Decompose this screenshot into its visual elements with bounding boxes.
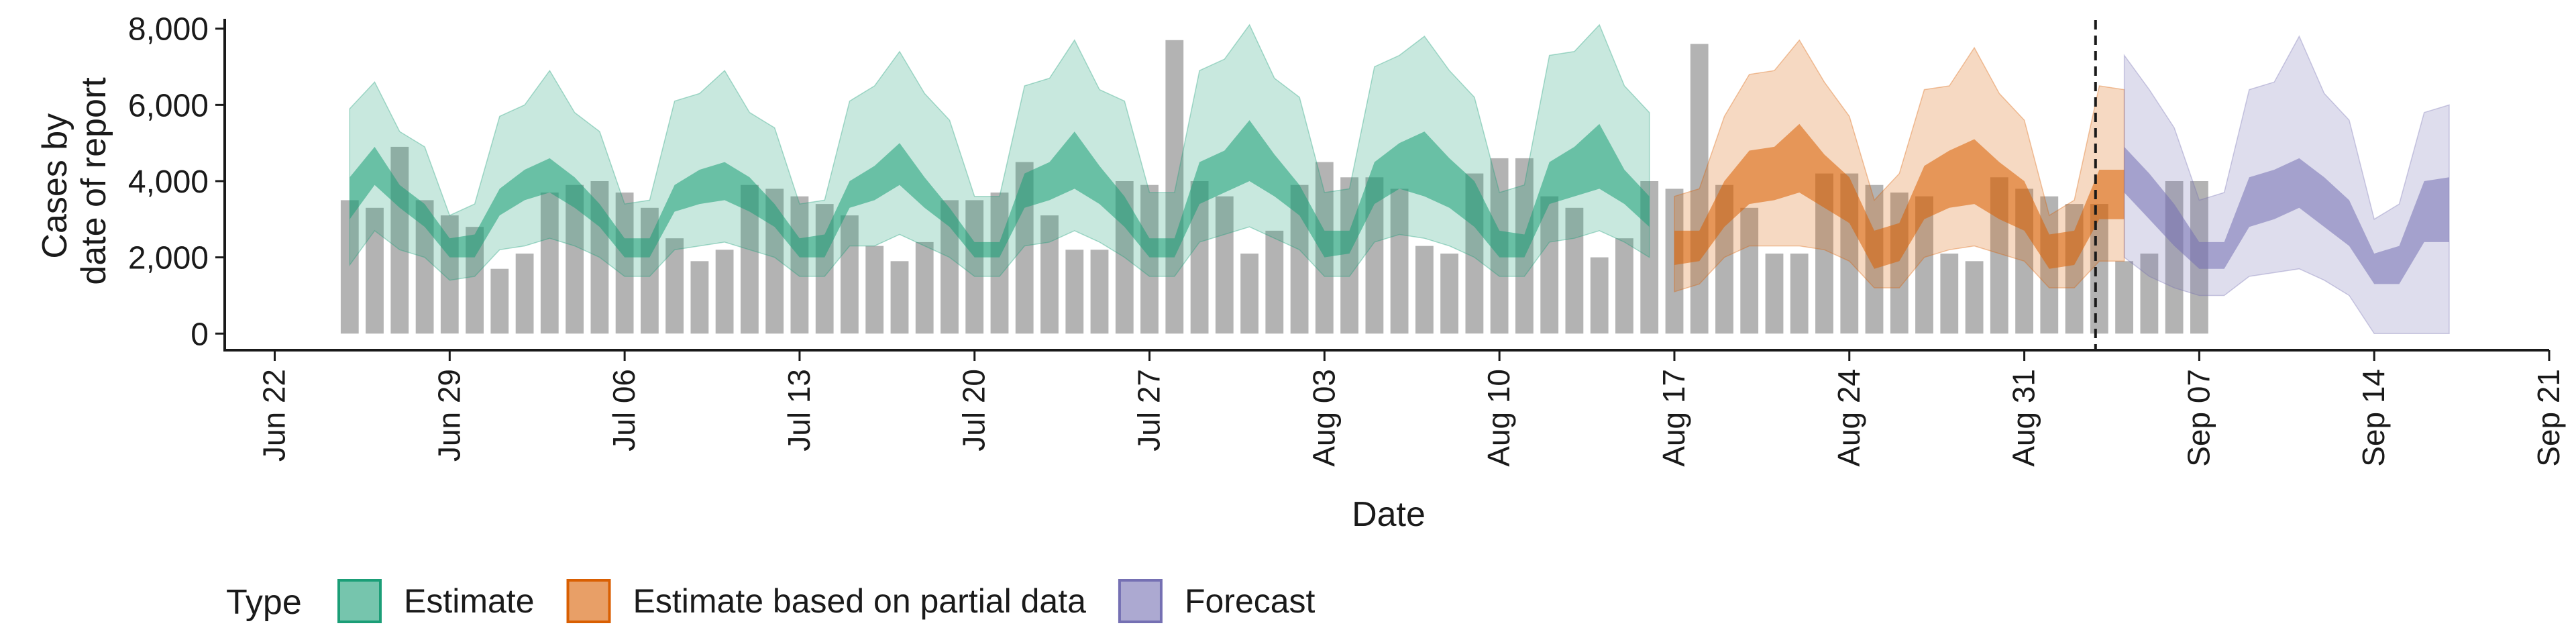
x-tick-label: Sep 14 [2356, 369, 2391, 467]
case-bar [990, 193, 1009, 334]
y-tick-label: 4,000 [128, 164, 209, 200]
case-bar [540, 193, 559, 334]
case-bar [1590, 257, 1609, 334]
legend-label-forecast: Forecast [1185, 582, 1316, 620]
case-bar [1090, 250, 1109, 334]
case-bar [1690, 44, 1709, 334]
case-bar [915, 241, 934, 334]
case-bar [2140, 254, 2159, 334]
y-tick-label: 8,000 [128, 12, 209, 48]
case-bar [515, 254, 534, 334]
estimate-inner-band [350, 120, 1650, 258]
x-axis-label: Date [1352, 495, 1426, 534]
case-bar [1740, 207, 1759, 334]
case-bar [1215, 196, 1234, 334]
legend-key-estimate-based-on-partial-data [566, 579, 611, 623]
x-tick-label: Aug 31 [2006, 369, 2041, 467]
case-bar [1565, 207, 1584, 334]
case-bar [615, 193, 634, 334]
y-axis-label: Cases by date of report [36, 77, 113, 285]
case-bar [841, 215, 859, 334]
case-bar [1965, 261, 1984, 334]
y-axis-label-line-2: date of report [74, 77, 113, 285]
case-bar [366, 207, 384, 334]
case-bar [490, 268, 509, 334]
x-tick-label: Jul 13 [782, 369, 816, 451]
case-bar [2115, 261, 2133, 334]
y-tick-label: 0 [191, 317, 209, 352]
case-bar [1340, 177, 1358, 334]
x-tick-label: Aug 10 [1481, 369, 1516, 467]
case-bar [1790, 254, 1809, 334]
case-bar [715, 250, 734, 334]
estimate-ribbons [349, 23, 2450, 335]
case-bar [340, 200, 359, 334]
case-bar [1440, 254, 1458, 334]
case-bar [1165, 40, 1184, 334]
case-bar [1140, 184, 1159, 334]
axes: 0 2,000 4,000 6,000 8,000 Jun 22 Jun 29 Jul 06 J… [128, 12, 2566, 467]
x-tick-label: Jul 27 [1132, 369, 1167, 451]
y-axis-label-line-1: Cases by [36, 113, 74, 259]
x-tick-label: Jul 06 [606, 369, 641, 451]
x-tick-label: Aug 03 [1306, 369, 1341, 467]
case-bar [1615, 238, 1633, 334]
case-bar [1240, 254, 1258, 334]
case-bar [1540, 196, 1559, 334]
case-bar [1390, 189, 1409, 334]
case-bar [1265, 230, 1284, 334]
case-bar [1415, 246, 1434, 334]
estimate-based-on-partial-data-outer-band [1674, 39, 2125, 292]
y-tick-label: 6,000 [128, 88, 209, 123]
case-bar [1040, 215, 1059, 334]
case-bar [890, 261, 909, 334]
estimate-outer-band [349, 23, 1650, 281]
x-tick-label: Jul 20 [957, 369, 991, 451]
x-tick-label: Aug 24 [1831, 369, 1866, 467]
forecast-inner-band [2124, 146, 2449, 284]
x-tick-label: Aug 17 [1656, 369, 1691, 467]
y-tick-label: 2,000 [128, 241, 209, 276]
case-bar [1940, 254, 1959, 334]
case-bar [965, 200, 984, 334]
legend-label-estimate-based-on-partial-data: Estimate based on partial data [633, 582, 1087, 620]
x-tick-label: Jun 22 [257, 369, 292, 462]
legend-key-estimate [337, 579, 382, 623]
x-tick-label: Sep 07 [2181, 369, 2216, 467]
legend-label-estimate: Estimate [404, 582, 535, 620]
case-bar [790, 196, 809, 334]
estimate-based-on-partial-data-inner-band [1674, 123, 2125, 269]
x-tick-label: Sep 21 [2531, 369, 2566, 467]
case-bar [865, 246, 884, 334]
x-tick-label: Jun 29 [431, 369, 466, 462]
legend: Type Estimate Estimate based on partial d… [226, 579, 1316, 623]
case-bar [690, 261, 709, 334]
case-bar [1765, 254, 1784, 334]
legend-key-forecast [1118, 579, 1163, 623]
case-bar [1065, 250, 1084, 334]
case-bar [665, 238, 684, 334]
legend-title: Type [226, 583, 302, 622]
